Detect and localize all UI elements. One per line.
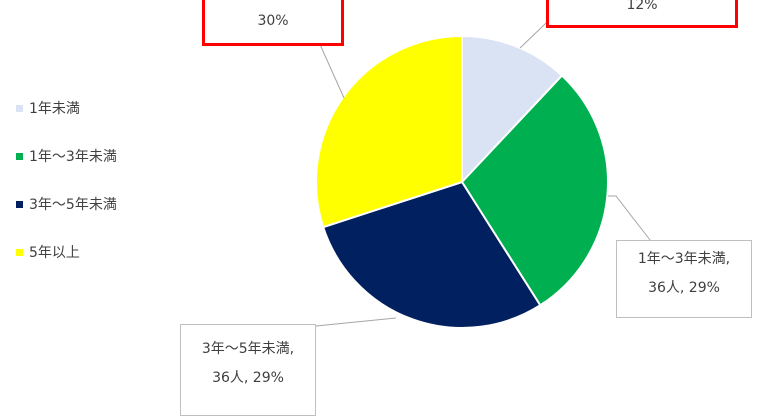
legend-item-1: 1年未満 — [16, 96, 117, 120]
pie-svg — [315, 3, 651, 329]
legend-item-4: 5年以上 — [16, 240, 117, 264]
legend-label: 3年～5年未満 — [29, 197, 117, 213]
legend-label: 1年未満 — [29, 101, 80, 117]
legend-swatch — [16, 200, 23, 208]
data-label-line: 30% — [257, 13, 289, 29]
data-label-line: 12% — [626, 0, 658, 13]
data-label-1yr-under: 12% — [546, 0, 738, 28]
leader-line-4 — [317, 39, 345, 99]
data-label-line: 1年～3年未満, — [637, 251, 731, 267]
legend-item-3: 3年～5年未満 — [16, 192, 117, 216]
chart-legend: 1年未満 1年～3年未満 3年～5年未満 5年以上 — [16, 96, 117, 288]
data-label-line: 36人, 29% — [648, 280, 720, 296]
data-label-5yr-over: 30% — [202, 0, 344, 46]
leader-line-2 — [608, 195, 651, 241]
pie-slice-2 — [460, 74, 609, 307]
legend-swatch — [16, 248, 23, 256]
data-label-3-5yr: 3年～5年未満, 36人, 29% — [180, 324, 316, 416]
pie-chart: 1年未満 1年～3年未満 3年～5年未満 5年以上 12% 1年～3年未満, 3… — [16, 0, 752, 416]
data-label-line: 3年～5年未満, — [201, 341, 295, 357]
legend-swatch — [16, 104, 23, 112]
data-label-1-3yr: 1年～3年未満, 36人, 29% — [616, 240, 752, 318]
pie-slice-3 — [321, 180, 542, 329]
legend-swatch — [16, 152, 23, 160]
legend-label: 1年～3年未満 — [29, 149, 117, 165]
legend-item-2: 1年～3年未満 — [16, 144, 117, 168]
pie-slice-1 — [461, 34, 564, 185]
data-label-line: 36人, 29% — [212, 370, 284, 386]
legend-label: 5年以上 — [29, 245, 80, 261]
pie-slice-4 — [315, 34, 463, 229]
leader-line-3 — [315, 317, 397, 327]
